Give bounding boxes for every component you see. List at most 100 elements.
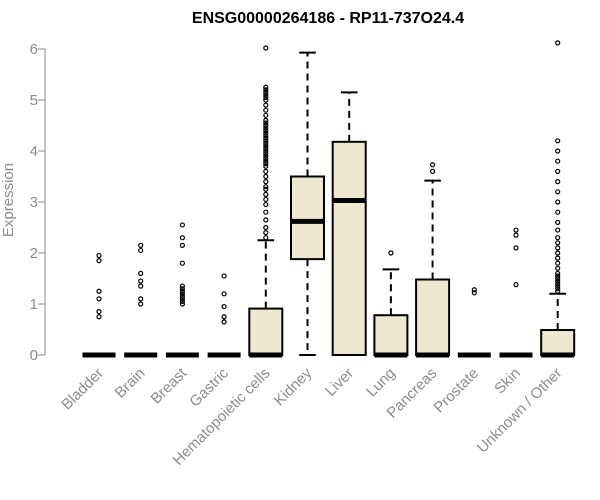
outlier-point [263,84,269,90]
outlier-point [555,148,561,154]
outlier-point [555,275,561,282]
outlier-point [555,138,561,144]
outlier-point [263,102,269,108]
outlier-point [513,227,519,233]
outlier-point [263,94,269,101]
outlier-point [263,128,269,134]
outlier-point [263,120,269,126]
outlier-point [263,145,269,152]
outlier-point [263,201,269,208]
outlier-point [555,235,561,241]
x-tick-label: Brain [112,365,149,402]
outlier-point [263,138,269,144]
outlier-point [96,314,102,320]
iqr-box [331,140,367,356]
outlier-point [96,288,102,294]
chart-title: ENSG00000264186 - RP11-737O24.4 [192,10,464,27]
y-axis-label: Expression [0,163,17,237]
outlier-point [555,265,561,271]
y-tick-label: 6 [30,41,38,58]
outlier-point [263,133,269,139]
box-group [373,250,409,358]
outlier-point [263,89,269,95]
y-axis: 0 1 2 3 4 5 6 [30,41,46,364]
outlier-point [179,291,185,297]
outlier-point [555,278,561,284]
box-group [82,252,116,358]
outlier-point [263,135,269,141]
outlier-point [555,250,561,256]
box-group [290,51,325,356]
y-tick-label: 1 [30,296,38,313]
outlier-point [179,293,185,299]
outlier-point [221,291,227,297]
outlier-point [555,255,561,261]
outlier-point [263,117,269,124]
outlier-point [179,298,185,305]
outlier-point [138,247,144,254]
x-tick-label: Bladder [58,365,107,414]
iqr-box [373,314,409,356]
outlier-point [179,301,185,307]
outlier-point [179,235,185,241]
outlier-point [221,303,227,310]
x-tick-label: Kidney [271,364,316,409]
outlier-point [555,209,561,215]
outlier-point [263,156,269,162]
outlier-point [263,173,269,180]
y-tick-label: 4 [30,143,38,160]
x-tick-label: Skin [491,365,524,398]
outlier-point [96,309,102,315]
y-tick-label: 2 [30,245,38,262]
iqr-box [540,329,576,357]
outlier-point [555,281,561,287]
x-tick-label: Liver [322,365,357,400]
outlier-point [555,189,561,195]
box-group [499,227,533,358]
outlier-point [555,270,561,276]
outlier-point [263,122,269,129]
outlier-point [263,184,269,190]
outlier-point [263,196,269,203]
box-group [415,162,451,358]
outlier-point [388,250,394,256]
outlier-point [555,168,561,174]
outlier-point [179,288,185,294]
outlier-point [138,242,144,248]
outlier-point [555,227,561,233]
outlier-point [263,158,269,164]
outlier-point [263,130,269,136]
outlier-point [263,107,269,113]
iqr-box [415,278,451,356]
outlier-point [555,286,561,292]
outlier-point [471,287,477,293]
outlier-point [555,40,561,46]
outlier-point [513,282,519,288]
box-group [540,40,576,358]
outlier-point [430,168,436,174]
outlier-point [138,283,144,289]
outlier-point [96,296,102,302]
outlier-point [555,273,561,279]
outlier-point [96,252,102,259]
iqr-box [290,175,325,261]
outlier-point [263,191,269,197]
outlier-point [263,140,269,146]
outlier-point [263,168,269,174]
outlier-point [430,162,436,168]
outlier-point [263,186,269,192]
outlier-point [138,296,144,302]
outlier-point [263,161,269,167]
outlier-point [513,245,519,251]
outlier-point [471,290,477,296]
y-tick-label: 5 [30,92,38,109]
iqr-box [248,307,284,356]
outlier-point [555,240,561,246]
box-group [165,222,199,358]
outlier-point [263,163,269,169]
outlier-point [263,143,269,149]
box-group [457,287,491,358]
outlier-point [221,273,227,279]
outlier-point [263,153,269,159]
outlier-point [263,148,269,154]
